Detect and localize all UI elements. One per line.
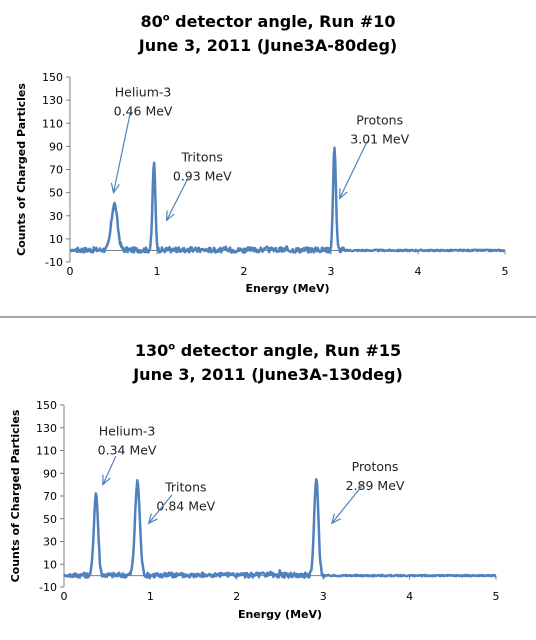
peak-annotation-label: Helium-3 xyxy=(99,424,156,439)
chart-panel-80deg: 80o detector angle, Run #10 June 3, 2011… xyxy=(0,0,536,316)
x-tick-label: 3 xyxy=(320,590,327,603)
arrowhead-icon xyxy=(110,182,120,195)
x-tick-label: 2 xyxy=(241,265,248,278)
x-tick-label: 1 xyxy=(154,265,161,278)
x-tick-label: 0 xyxy=(67,265,74,278)
peak-annotation-label: Protons xyxy=(356,112,403,127)
y-axis-title: Counts of Charged Particles xyxy=(15,83,28,256)
peak-annotation-label: 0.84 MeV xyxy=(156,498,215,513)
peak-annotation-label: Helium-3 xyxy=(115,85,172,100)
x-axis-title: Energy (MeV) xyxy=(238,608,322,621)
peak-annotation-arrow xyxy=(339,140,369,199)
spectrum-series-line xyxy=(63,478,497,579)
x-axis-title: Energy (MeV) xyxy=(245,282,329,295)
chart-plot-80deg: -10 10 30 50 70 90 110 130 150 0 1 2 3 4 5 Energy (MeV)… xyxy=(15,71,509,295)
y-tick-label: 70 xyxy=(43,490,57,503)
y-tick-label: 90 xyxy=(43,467,57,480)
peak-annotation-label: Protons xyxy=(352,459,399,474)
y-tick-label: 30 xyxy=(49,210,63,223)
y-tick-label: 50 xyxy=(43,513,57,526)
y-tick-label: 150 xyxy=(42,71,63,84)
y-tick-label: 10 xyxy=(49,233,63,246)
x-tick-label: 5 xyxy=(493,590,500,603)
y-tick-label: 50 xyxy=(49,187,63,200)
y-tick-label: 130 xyxy=(42,94,63,107)
y-tick-label: 110 xyxy=(42,117,63,130)
arrowhead-icon xyxy=(330,513,342,525)
y-tick-label: 30 xyxy=(43,536,57,549)
peak-annotation-label: Tritons xyxy=(164,479,206,494)
peak-annotation-arrow xyxy=(166,177,189,221)
y-tick-label: 70 xyxy=(49,164,63,177)
peak-annotation-arrow xyxy=(148,494,173,524)
chart-title-line2: June 3, 2011 (June3A-130deg) xyxy=(133,365,403,384)
x-tick-label: 5 xyxy=(502,265,509,278)
chart-title-line1: 130o detector angle, Run #15 xyxy=(134,341,402,360)
y-tick-label: 90 xyxy=(49,140,63,153)
x-tick-label: 4 xyxy=(406,590,413,603)
x-tick-label: 3 xyxy=(328,265,335,278)
peak-annotation-arrow xyxy=(331,485,363,524)
arrowhead-icon xyxy=(339,188,348,200)
peak-annotation-label: 2.89 MeV xyxy=(346,478,405,493)
chart-title-line2: June 3, 2011 (June3A-80deg) xyxy=(138,36,398,55)
chart-panel-130deg: 130o detector angle, Run #15 June 3, 201… xyxy=(0,320,536,640)
peak-annotation-label: 3.01 MeV xyxy=(350,131,409,146)
spectrum-series-line xyxy=(69,146,506,254)
x-tick-label: 0 xyxy=(61,590,68,603)
chart-title-line1: 80o detector angle, Run #10 xyxy=(140,12,396,31)
x-tick-label: 4 xyxy=(415,265,422,278)
x-tick-label: 1 xyxy=(147,590,154,603)
peak-annotation-arrow xyxy=(112,113,131,193)
peak-annotation-label: 0.34 MeV xyxy=(98,443,157,458)
y-tick-label: -10 xyxy=(45,256,63,269)
y-tick-label: 130 xyxy=(36,422,57,435)
peak-annotation-label: Tritons xyxy=(181,149,223,164)
x-tick-label: 2 xyxy=(233,590,240,603)
panel-divider xyxy=(0,316,536,318)
y-axis-title: Counts of Charged Particles xyxy=(9,409,22,582)
y-tick-label: 10 xyxy=(43,558,57,571)
peak-annotation-arrow xyxy=(102,455,117,485)
y-tick-label: 150 xyxy=(36,399,57,412)
y-tick-label: 110 xyxy=(36,445,57,458)
arrowhead-icon xyxy=(102,474,111,486)
y-tick-label: -10 xyxy=(39,581,57,594)
chart-plot-130deg: -10 10 30 50 70 90 110 130 150 0 1 2 3 4 5 Energy (MeV)… xyxy=(9,399,500,621)
arrowhead-icon xyxy=(147,513,158,525)
peak-annotation-label: 0.93 MeV xyxy=(173,168,232,183)
arrowhead-icon xyxy=(165,210,175,222)
peak-annotation-label: 0.46 MeV xyxy=(114,104,173,119)
